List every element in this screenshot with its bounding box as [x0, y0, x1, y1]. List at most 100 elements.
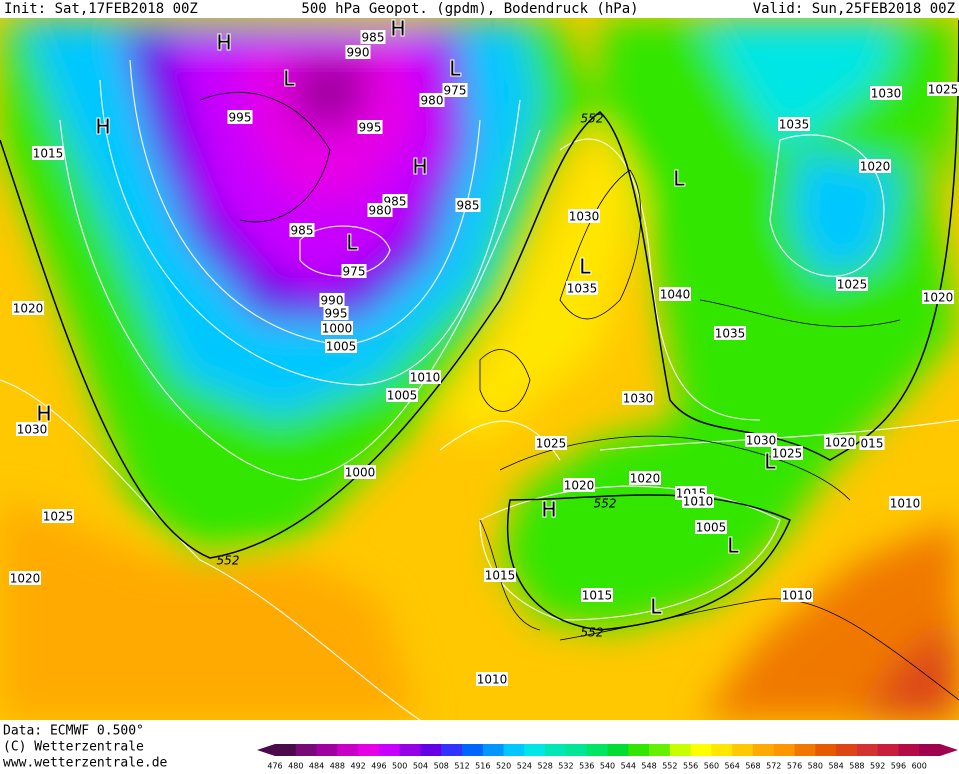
- isobar-label-box: [824, 435, 856, 449]
- isobar-label: 1015: [33, 147, 64, 161]
- isobar-label-box: [321, 321, 353, 335]
- isobar-label-box: [442, 83, 468, 97]
- colorbar-tick-label: 476: [267, 762, 282, 771]
- isobar-label-box: [344, 465, 376, 479]
- colorbar-tick-label: 544: [621, 762, 636, 771]
- pressure-center: L: [346, 231, 358, 255]
- colorbar-end: [257, 744, 275, 756]
- isobar-label-box: [781, 588, 813, 602]
- colorbar-swatch: [565, 744, 588, 756]
- isobar-label: 1015: [582, 589, 613, 603]
- isobar-label-box: [345, 45, 371, 59]
- isobar-label: 1010: [890, 497, 921, 511]
- colorbar-swatch: [711, 744, 733, 756]
- isobar-label-box: [566, 281, 598, 295]
- isobar-label: 015: [861, 437, 884, 451]
- isobar-label: 1015: [485, 569, 516, 583]
- isobar-label: 1040: [660, 288, 691, 302]
- pressure-center: H: [412, 155, 427, 179]
- colorbar-tick-label: 572: [766, 762, 781, 771]
- colorbar-swatch: [752, 744, 775, 756]
- colorbar-swatch: [586, 744, 608, 756]
- colorbar-tick-label: 556: [683, 762, 698, 771]
- isobar-label-box: [357, 120, 383, 134]
- pressure-center: L: [579, 255, 591, 279]
- isobar-label: 1020: [860, 160, 891, 174]
- isobar-label-box: [32, 146, 64, 160]
- colorbar-tick-label: 504: [413, 762, 428, 771]
- colorbar-tick-label: 488: [330, 762, 345, 771]
- isobar-label: 1035: [567, 282, 598, 296]
- isobar-label: 1020: [825, 436, 856, 450]
- colorbar-tick-label: 584: [828, 762, 843, 771]
- isobar-label-box: [771, 446, 803, 460]
- colorbar-swatch: [462, 744, 484, 756]
- isobar-label: 980: [421, 94, 444, 108]
- isobar-label-box: [682, 494, 714, 508]
- pressure-center: L: [727, 534, 739, 558]
- init-time: Init: Sat,17FEB2018 00Z: [4, 1, 198, 17]
- colorbar-tick-label: 496: [371, 762, 386, 771]
- isobar-label: 1030: [623, 392, 654, 406]
- isobar-label-box: [927, 82, 959, 96]
- colorbar-tick-label: 528: [538, 762, 553, 771]
- colorbar-swatch: [358, 744, 380, 756]
- colorbar-swatch: [399, 744, 421, 756]
- isobar-label: 1005: [326, 340, 357, 354]
- isobar-label: 1030: [746, 434, 777, 448]
- colorbar-swatch: [503, 744, 525, 756]
- colorbar-swatch: [337, 744, 359, 756]
- isobar-label: 1025: [772, 447, 803, 461]
- colorbar-swatch: [919, 744, 941, 756]
- isobar-label-box: [419, 93, 445, 107]
- isobar-label: 985: [457, 199, 480, 213]
- colorbar-tick-label: 536: [579, 762, 594, 771]
- colorbar-swatch: [815, 744, 837, 756]
- pressure-center: H: [36, 402, 51, 426]
- isobar-label-box: [622, 391, 654, 405]
- isobar-label: 1020: [13, 302, 44, 316]
- colorbar-swatch: [690, 744, 712, 756]
- contour-label: 552: [217, 554, 240, 568]
- isobar-label-box: [386, 388, 418, 402]
- isobar-label-box: [409, 370, 441, 384]
- isobar-label-box: [323, 306, 349, 320]
- colorbar-swatch: [773, 744, 796, 756]
- isobar-label-box: [745, 433, 777, 447]
- pressure-center: L: [764, 450, 776, 474]
- isobar-label-box: [922, 290, 954, 304]
- colorbar-tick-label: 600: [912, 762, 927, 771]
- colorbar-tick-label: 564: [725, 762, 740, 771]
- colorbar-swatch: [628, 744, 650, 756]
- isobar-label: 975: [343, 265, 366, 279]
- contour-label: 552: [581, 112, 604, 126]
- pressure-center: L: [673, 167, 685, 191]
- colorbar-tick-label: 588: [849, 762, 864, 771]
- colorbar-tick-label: 500: [392, 762, 407, 771]
- colorbar-swatch: [378, 744, 401, 756]
- isobar-label-box: [535, 436, 567, 450]
- map-title: 500 hPa Geopot. (gpdm), Bodendruck (hPa): [301, 1, 638, 17]
- 552-contour: [0, 19, 959, 631]
- pressure-center: H: [390, 17, 405, 41]
- colorbar: 476 480 484 488 492 496 500 504 508 512 516 520 524 5…: [257, 744, 958, 771]
- contour-label: 552: [581, 626, 604, 640]
- isobar-label: 985: [362, 31, 385, 45]
- isobar-label: 995: [229, 111, 252, 125]
- isobar-label-box: [714, 326, 746, 340]
- colorbar-tick-label: 492: [350, 762, 365, 771]
- isobar-label-box: [227, 110, 253, 124]
- isobar-label: 1030: [17, 423, 48, 437]
- isobar-label-box: [319, 293, 345, 307]
- isobar-label-box: [12, 301, 44, 315]
- colorbar-tick-label: 512: [454, 762, 469, 771]
- isobar-label-box: [476, 672, 508, 686]
- data-source: Data: ECMWF 0.500°: [3, 724, 144, 739]
- pressure-center: L: [283, 67, 295, 91]
- isobar-label: 1005: [387, 389, 418, 403]
- pressure-center: H: [541, 498, 556, 522]
- isobar-label: 1025: [43, 510, 74, 524]
- isobar-label: 1010: [410, 371, 441, 385]
- colorbar-tick-label: 560: [704, 762, 719, 771]
